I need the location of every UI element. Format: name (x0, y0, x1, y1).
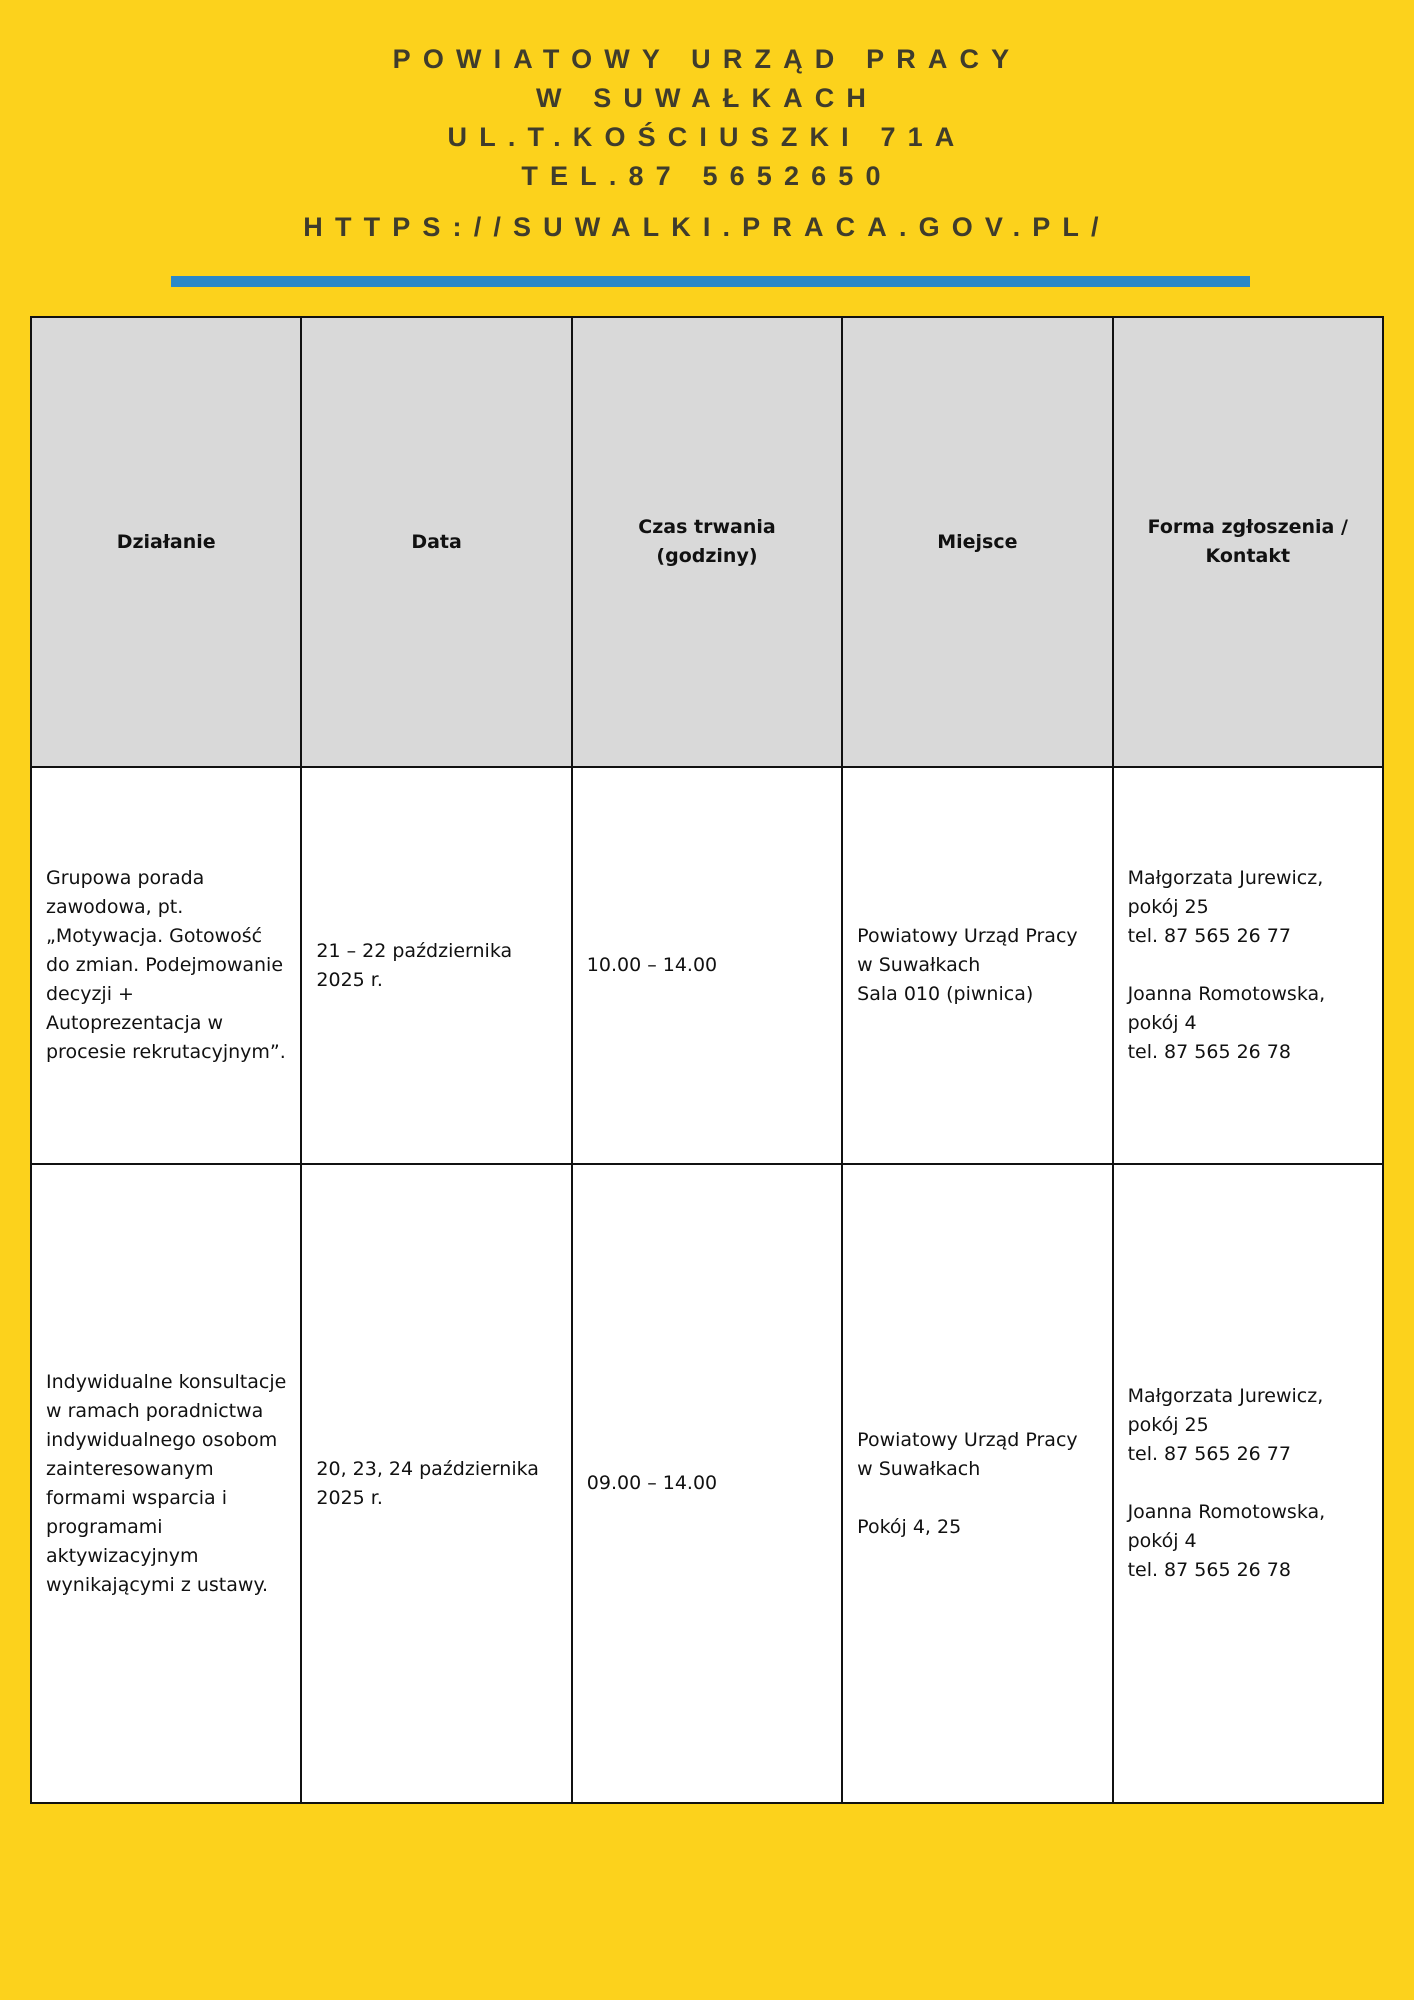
cell-place: Powiatowy Urząd Pracy w Suwałkach Pokój … (841, 1163, 1114, 1804)
column-header-action: Działanie (29, 316, 303, 768)
cell-duration: 10.00 – 14.00 (570, 766, 844, 1165)
cell-action: Indywidualne konsultacje w ramach poradn… (29, 1163, 303, 1804)
office-address: UL.T.KOŚCIUSZKI 71A (447, 122, 967, 152)
column-header-duration: Czas trwania (godziny) (570, 316, 844, 768)
cell-contact: Małgorzata Jurewicz, pokój 25 tel. 87 56… (1111, 1163, 1385, 1804)
office-name-line-2: W SUWAŁKACH (535, 83, 879, 113)
table-row: Indywidualne konsultacje w ramach poradn… (29, 1163, 1385, 1804)
cell-place: Powiatowy Urząd Pracy w Suwałkach Sala 0… (841, 766, 1114, 1165)
cell-contact: Małgorzata Jurewicz, pokój 25 tel. 87 56… (1111, 766, 1385, 1165)
column-header-date: Data (300, 316, 573, 768)
schedule-table: Działanie Data Czas trwania (godziny) Mi… (29, 316, 1385, 1804)
office-url[interactable]: HTTPS://SUWALKI.PRACA.GOV.PL/ (303, 212, 1111, 242)
table-header-row: Działanie Data Czas trwania (godziny) Mi… (29, 316, 1385, 768)
cell-action: Grupowa porada zawodowa, pt. „Motywacja.… (29, 766, 303, 1165)
cell-date: 21 – 22 października 2025 r. (300, 766, 573, 1165)
column-header-contact: Forma zgłoszenia / Kontakt (1111, 316, 1385, 768)
header-divider-bar (171, 276, 1250, 287)
cell-date: 20, 23, 24 października 2025 r. (300, 1163, 573, 1804)
office-phone: TEL.87 5652650 (521, 161, 893, 191)
office-name-line-1: POWIATOWY URZĄD PRACY (392, 44, 1022, 74)
cell-duration: 09.00 – 14.00 (570, 1163, 844, 1804)
column-header-place: Miejsce (841, 316, 1114, 768)
table-row: Grupowa porada zawodowa, pt. „Motywacja.… (29, 766, 1385, 1165)
